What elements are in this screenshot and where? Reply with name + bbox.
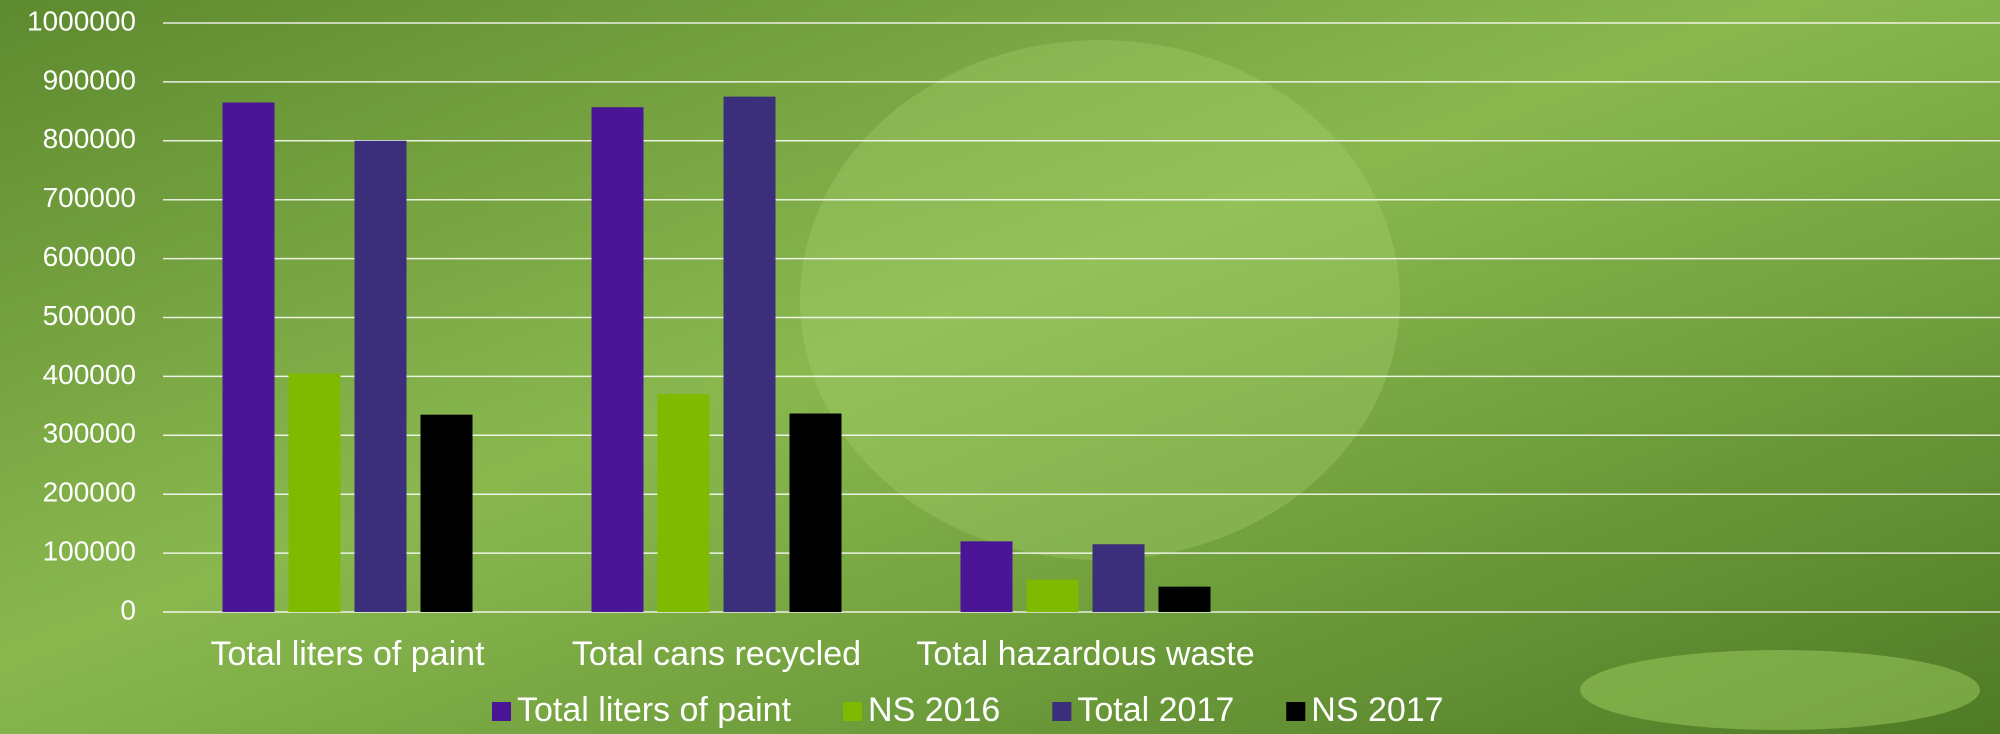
y-tick-label: 900000: [43, 64, 136, 95]
bar: [355, 141, 407, 612]
x-tick-label: Total hazardous waste: [916, 635, 1254, 673]
legend-label: Total liters of paint: [517, 691, 792, 729]
legend-swatch: [1052, 702, 1071, 721]
y-tick-label: 100000: [43, 535, 136, 566]
bar: [1159, 587, 1211, 612]
bar: [1027, 580, 1079, 612]
bar: [961, 541, 1013, 612]
y-tick-label: 400000: [43, 359, 136, 390]
bar: [421, 415, 473, 612]
x-tick-label: Total cans recycled: [572, 635, 861, 673]
bar: [658, 394, 710, 612]
y-tick-label: 200000: [43, 477, 136, 508]
bar: [592, 107, 644, 612]
bar: [1093, 544, 1145, 612]
background-shape: [800, 40, 1400, 560]
legend-label: Total 2017: [1077, 691, 1234, 729]
y-tick-label: 300000: [43, 418, 136, 449]
page: {"chart_data": {"type": "bar", "categori…: [0, 0, 2000, 734]
chart: 0 100000 200000 300000 400000 500000 600000 700…: [0, 0, 2000, 734]
y-tick-label: 600000: [43, 241, 136, 272]
bar: [223, 103, 275, 612]
x-tick-label: Total liters of paint: [210, 635, 485, 673]
legend-swatch: [1286, 702, 1305, 721]
y-tick-label: 0: [120, 594, 136, 625]
background-shape: [1580, 650, 1980, 730]
y-tick-label: 800000: [43, 123, 136, 154]
y-tick-label: 700000: [43, 182, 136, 213]
y-tick-label: 500000: [43, 300, 136, 331]
y-tick-label: 1000000: [27, 5, 136, 36]
legend-swatch: [843, 702, 862, 721]
bar: [724, 97, 776, 612]
bar: [289, 373, 341, 612]
legend-label: NS 2017: [1311, 691, 1443, 729]
bar: [790, 414, 842, 612]
legend-label: NS 2016: [868, 691, 1000, 729]
legend-swatch: [492, 702, 511, 721]
